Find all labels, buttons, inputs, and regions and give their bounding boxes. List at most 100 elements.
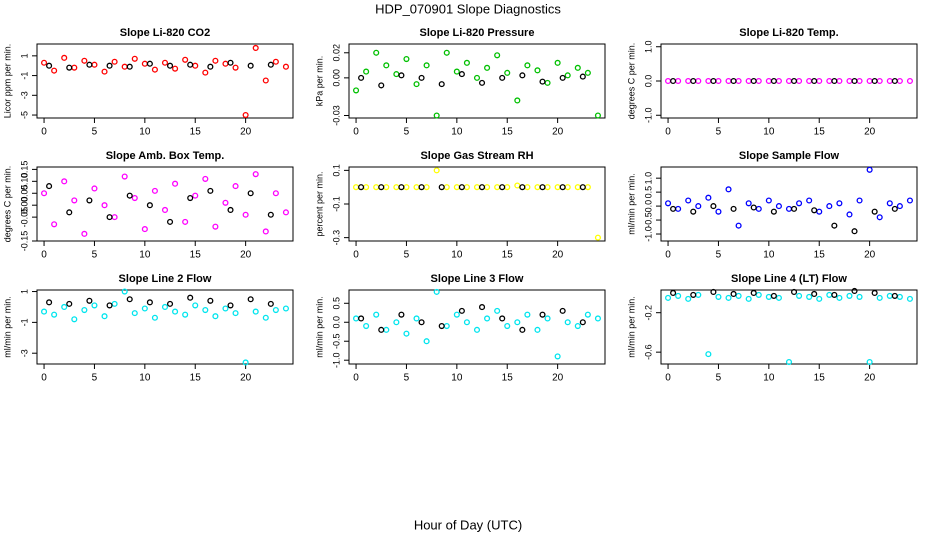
point bbox=[418, 184, 425, 191]
x-tick-label: 5 bbox=[92, 373, 98, 384]
point bbox=[539, 311, 546, 318]
x-tick-label: 15 bbox=[190, 373, 202, 384]
plot-frame bbox=[36, 43, 294, 119]
point bbox=[267, 211, 274, 218]
point bbox=[126, 192, 133, 199]
point bbox=[826, 291, 833, 298]
point bbox=[453, 184, 460, 191]
point bbox=[544, 79, 551, 86]
point bbox=[438, 184, 445, 191]
y-tick-label: 0.15 bbox=[19, 161, 29, 179]
point bbox=[906, 295, 913, 302]
point bbox=[851, 287, 858, 295]
point bbox=[816, 295, 823, 302]
point bbox=[151, 187, 158, 194]
point bbox=[534, 67, 541, 74]
y-tick-label: 0.5 bbox=[643, 186, 653, 199]
point bbox=[433, 288, 440, 295]
point bbox=[212, 313, 219, 320]
point bbox=[141, 226, 148, 233]
x-tick-label: 20 bbox=[552, 250, 564, 261]
point bbox=[594, 234, 601, 241]
point bbox=[811, 77, 818, 85]
point bbox=[247, 190, 254, 197]
point bbox=[378, 82, 385, 89]
point bbox=[790, 77, 798, 85]
y-axis-label: degrees C per min. bbox=[2, 166, 12, 243]
x-tick-label: 10 bbox=[451, 373, 463, 384]
point bbox=[494, 184, 501, 191]
y-tick-label: 0.0 bbox=[643, 75, 653, 88]
point bbox=[499, 184, 506, 191]
x-tick-label: 15 bbox=[814, 127, 826, 138]
point bbox=[806, 197, 813, 204]
point bbox=[675, 77, 682, 85]
panel-title: Slope Sample Flow bbox=[739, 150, 840, 162]
point bbox=[106, 302, 113, 309]
plot-frame bbox=[36, 166, 294, 242]
point bbox=[212, 57, 219, 64]
point bbox=[514, 97, 521, 104]
point bbox=[750, 77, 757, 85]
point bbox=[433, 112, 440, 119]
point bbox=[383, 62, 390, 69]
x-tick-label: 15 bbox=[190, 127, 202, 138]
point bbox=[282, 63, 289, 70]
point bbox=[856, 293, 863, 300]
point bbox=[41, 190, 48, 197]
point bbox=[685, 197, 692, 204]
point bbox=[232, 183, 239, 190]
point bbox=[51, 67, 58, 74]
x-tick-label: 0 bbox=[665, 127, 671, 138]
point bbox=[373, 311, 380, 318]
point bbox=[222, 199, 229, 206]
x-tick-label: 10 bbox=[139, 250, 151, 261]
plot-frame bbox=[348, 166, 606, 242]
point bbox=[745, 200, 752, 207]
point bbox=[46, 299, 53, 306]
point bbox=[353, 87, 360, 94]
point bbox=[856, 197, 863, 204]
point bbox=[665, 200, 672, 207]
y-tick-label: 0.02 bbox=[331, 44, 341, 62]
point bbox=[730, 77, 737, 85]
point bbox=[670, 77, 677, 85]
point bbox=[730, 205, 737, 212]
x-tick-label: 15 bbox=[814, 373, 826, 384]
point bbox=[826, 77, 833, 85]
x-axis-label: Hour of Day (UTC) bbox=[414, 517, 522, 532]
point bbox=[806, 77, 813, 85]
point bbox=[393, 184, 400, 191]
point bbox=[846, 211, 853, 218]
x-tick-label: 0 bbox=[665, 373, 671, 384]
point bbox=[141, 60, 148, 67]
point bbox=[670, 205, 677, 212]
point bbox=[398, 72, 405, 79]
point bbox=[579, 73, 586, 80]
x-tick-label: 0 bbox=[41, 127, 47, 138]
point bbox=[126, 296, 133, 303]
point bbox=[765, 197, 772, 204]
point bbox=[458, 71, 465, 78]
point bbox=[71, 316, 78, 323]
point bbox=[131, 55, 138, 62]
y-axis-label: ml/min per min. bbox=[2, 296, 12, 358]
point bbox=[463, 59, 470, 66]
point bbox=[574, 184, 581, 191]
y-tick-label: -1.0 bbox=[643, 226, 653, 242]
point bbox=[594, 112, 601, 119]
point bbox=[896, 203, 903, 210]
point bbox=[202, 175, 209, 182]
point bbox=[770, 208, 777, 215]
y-axis-label: ml/min per min. bbox=[314, 296, 324, 358]
point bbox=[725, 186, 732, 193]
panel-title: Slope Line 2 Flow bbox=[119, 273, 212, 285]
point bbox=[504, 323, 511, 330]
point bbox=[770, 292, 777, 299]
point bbox=[272, 306, 279, 314]
point bbox=[242, 359, 249, 366]
point bbox=[363, 323, 370, 330]
point bbox=[584, 184, 591, 191]
point bbox=[499, 74, 506, 81]
point bbox=[685, 77, 692, 85]
